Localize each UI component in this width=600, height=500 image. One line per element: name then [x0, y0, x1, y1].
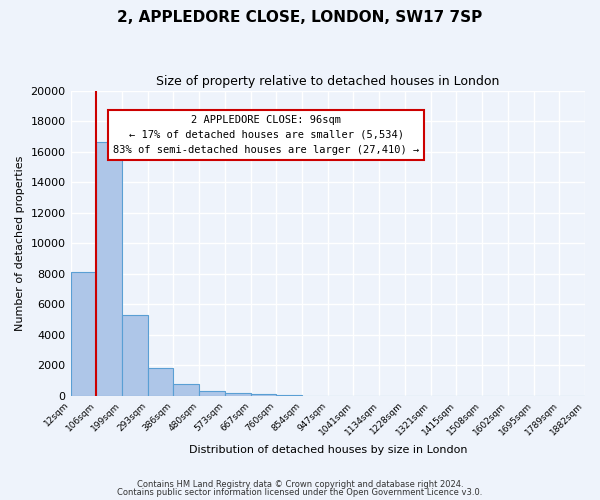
Bar [96, 142, 122, 396]
Bar [277, 395, 302, 396]
Bar [251, 394, 277, 396]
Bar [173, 384, 199, 396]
Title: Size of property relative to detached houses in London: Size of property relative to detached ho… [156, 75, 499, 88]
Bar [199, 391, 225, 396]
Text: Contains HM Land Registry data © Crown copyright and database right 2024.: Contains HM Land Registry data © Crown c… [137, 480, 463, 489]
Bar [225, 394, 251, 396]
Bar [148, 368, 173, 396]
Text: Contains public sector information licensed under the Open Government Licence v3: Contains public sector information licen… [118, 488, 482, 497]
Y-axis label: Number of detached properties: Number of detached properties [15, 156, 25, 331]
Bar [71, 272, 96, 396]
X-axis label: Distribution of detached houses by size in London: Distribution of detached houses by size … [188, 445, 467, 455]
Bar [122, 315, 148, 396]
Text: 2, APPLEDORE CLOSE, LONDON, SW17 7SP: 2, APPLEDORE CLOSE, LONDON, SW17 7SP [118, 10, 482, 25]
Text: 2 APPLEDORE CLOSE: 96sqm
← 17% of detached houses are smaller (5,534)
83% of sem: 2 APPLEDORE CLOSE: 96sqm ← 17% of detach… [113, 115, 419, 154]
